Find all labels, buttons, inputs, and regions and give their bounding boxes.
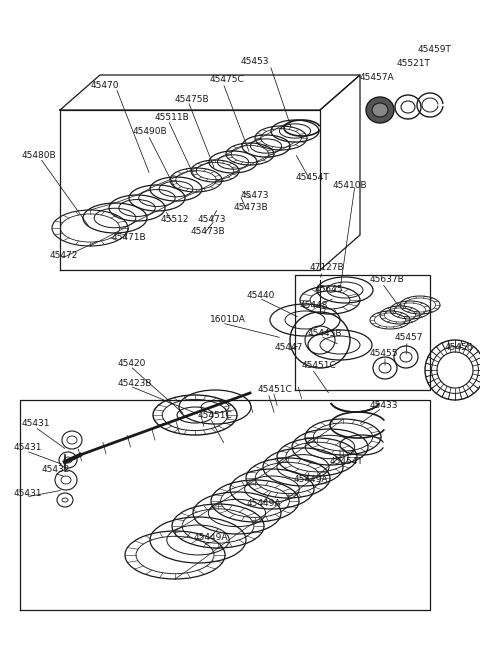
Text: 45454T: 45454T	[296, 172, 330, 181]
Text: 45473: 45473	[198, 215, 227, 225]
Text: 45431: 45431	[14, 489, 43, 498]
Ellipse shape	[366, 97, 394, 123]
Text: 45480B: 45480B	[22, 151, 57, 160]
Text: 45457A: 45457A	[360, 73, 395, 81]
Text: 45475C: 45475C	[210, 75, 245, 84]
Text: 45645: 45645	[315, 286, 344, 295]
Text: 45454T: 45454T	[330, 457, 364, 466]
Text: 45449A: 45449A	[247, 500, 281, 508]
Text: 45512: 45512	[161, 215, 190, 225]
Text: 47127B: 47127B	[310, 263, 345, 272]
Text: 45420: 45420	[118, 358, 146, 367]
Text: 45473B: 45473B	[191, 227, 226, 236]
Text: 45456: 45456	[445, 343, 473, 352]
Text: 45447: 45447	[275, 343, 303, 352]
Text: 45470: 45470	[91, 81, 119, 90]
Text: 45471B: 45471B	[112, 233, 146, 242]
Text: 45451C: 45451C	[302, 362, 337, 371]
Text: 45490B: 45490B	[133, 128, 168, 136]
Text: 45423B: 45423B	[118, 379, 153, 388]
Text: 45475B: 45475B	[175, 94, 210, 103]
Text: 45473: 45473	[241, 191, 269, 200]
Text: 45511B: 45511B	[155, 113, 190, 121]
Text: 45521T: 45521T	[397, 60, 431, 69]
Text: 45472: 45472	[50, 252, 78, 261]
Text: 45453: 45453	[241, 58, 269, 67]
Text: 1601DA: 1601DA	[210, 316, 246, 324]
Text: 45637B: 45637B	[370, 276, 405, 284]
Text: 45455: 45455	[370, 348, 398, 358]
Ellipse shape	[372, 103, 388, 117]
Text: 45451C: 45451C	[258, 386, 293, 394]
Text: 45448: 45448	[300, 301, 328, 310]
Text: 45431: 45431	[14, 443, 43, 453]
Text: 45449A: 45449A	[194, 534, 228, 542]
Text: 45457: 45457	[395, 333, 423, 343]
Text: 45451C: 45451C	[198, 411, 233, 419]
Text: 45445B: 45445B	[308, 329, 343, 337]
Text: 45431: 45431	[22, 419, 50, 428]
Text: 45440: 45440	[247, 291, 276, 299]
Text: 45433: 45433	[370, 400, 398, 409]
Text: 45410B: 45410B	[333, 181, 368, 191]
Text: 45449A: 45449A	[294, 476, 328, 485]
Text: 45459T: 45459T	[418, 45, 452, 54]
Text: 45432: 45432	[42, 466, 71, 474]
Text: 45473B: 45473B	[234, 204, 269, 212]
